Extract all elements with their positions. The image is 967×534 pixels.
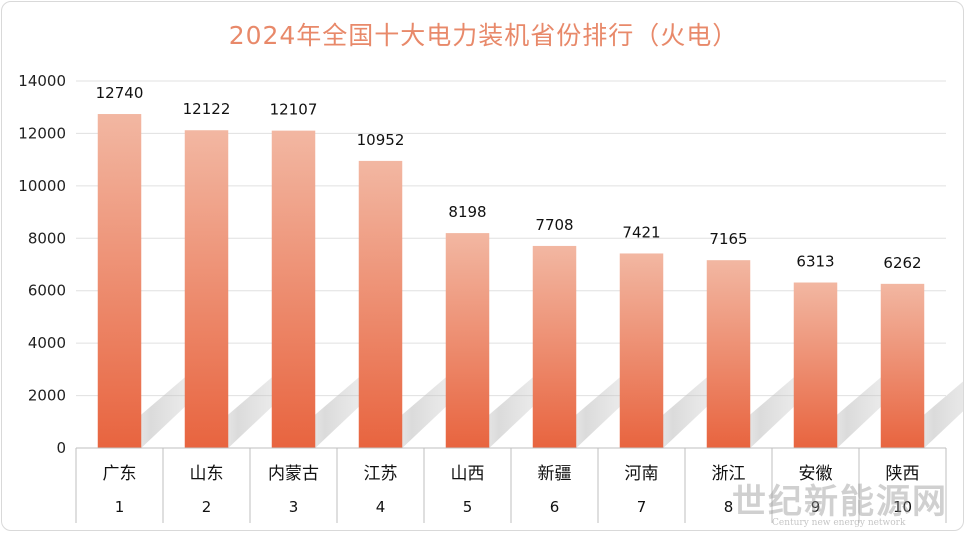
x-rank-label: 2	[202, 498, 212, 516]
data-label: 12107	[270, 101, 318, 119]
bar	[532, 245, 577, 448]
x-rank-label: 3	[289, 498, 299, 516]
x-category-label: 安徽	[799, 464, 833, 484]
y-tick-label: 12000	[18, 124, 66, 142]
chart-title: 2024年全国十大电力装机省份排行（火电）	[228, 21, 739, 50]
bar	[358, 160, 403, 449]
x-rank-label: 10	[893, 498, 912, 516]
data-label: 12740	[96, 84, 144, 102]
data-label: 7165	[709, 230, 747, 248]
y-tick-label: 2000	[28, 387, 66, 405]
y-tick-label: 14000	[18, 72, 66, 90]
x-category-label: 陕西	[886, 464, 920, 484]
bar	[271, 130, 316, 448]
watermark-subtitle: Century new energy network	[772, 518, 906, 528]
data-label: 6313	[796, 253, 834, 271]
x-category-label: 江苏	[364, 464, 398, 484]
bar	[793, 282, 838, 448]
data-label: 10952	[357, 131, 405, 149]
x-rank-label: 6	[550, 498, 560, 516]
x-rank-label: 9	[811, 498, 821, 516]
x-category-label: 新疆	[538, 464, 572, 484]
bar	[880, 283, 925, 448]
y-tick-label: 4000	[28, 334, 66, 352]
y-tick-label: 0	[56, 439, 66, 457]
x-rank-label: 5	[463, 498, 473, 516]
data-label: 8198	[448, 203, 486, 221]
x-category-label: 广东	[103, 464, 137, 484]
x-category-label: 河南	[625, 464, 659, 484]
data-label: 12122	[183, 100, 231, 118]
y-tick-label: 10000	[18, 177, 66, 195]
x-category-label: 内蒙古	[268, 464, 319, 484]
bar	[706, 260, 751, 448]
data-label: 7421	[622, 223, 660, 241]
bar	[184, 130, 229, 449]
y-tick-label: 6000	[28, 282, 66, 300]
bar	[445, 233, 490, 448]
watermark-logo: 世纪新能源网	[732, 482, 948, 522]
x-category-label: 浙江	[712, 464, 746, 484]
bar	[619, 253, 664, 448]
x-rank-label: 4	[376, 498, 386, 516]
x-rank-label: 7	[637, 498, 647, 516]
data-label: 7708	[535, 216, 573, 234]
data-label: 6262	[883, 254, 921, 272]
x-rank-label: 1	[115, 498, 125, 516]
y-tick-label: 8000	[28, 229, 66, 247]
x-category-label: 山东	[190, 464, 224, 484]
x-rank-label: 8	[724, 498, 734, 516]
x-category-label: 山西	[451, 464, 485, 484]
bar	[97, 114, 142, 448]
